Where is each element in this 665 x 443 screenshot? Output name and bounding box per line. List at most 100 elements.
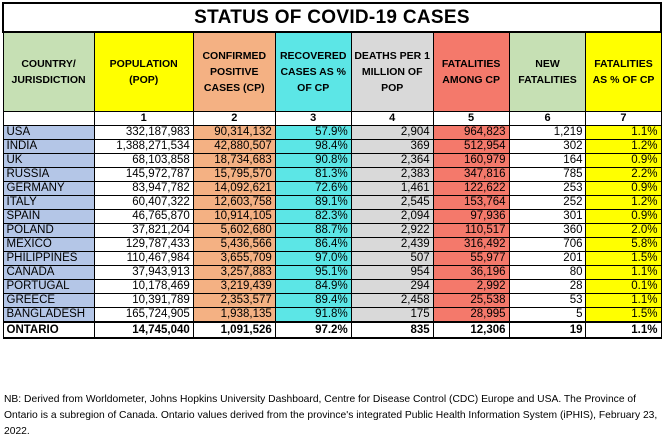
cell-fatalities: 347,816 xyxy=(432,167,510,182)
cell-country: BANGLADESH xyxy=(2,307,95,323)
cell-deaths-per-million: 369 xyxy=(350,139,434,154)
cell-deaths-per-million: 294 xyxy=(350,279,434,294)
cell-new-fatalities: 1,219 xyxy=(508,125,587,140)
cell-confirmed-cases: 2,353,577 xyxy=(192,293,276,308)
cell-new-fatalities: 5 xyxy=(508,307,587,323)
cell-confirmed-cases: 3,257,883 xyxy=(192,265,276,280)
cell-new-fatalities: 252 xyxy=(508,195,587,210)
cell-country: PORTUGAL xyxy=(2,279,95,294)
cell-population: 110,467,984 xyxy=(93,251,194,266)
table-row: USA 332,187,983 90,314,132 57.9% 2,904 964,82… xyxy=(2,125,662,140)
cell-confirmed-cases: 12,603,758 xyxy=(192,195,276,210)
table-row: ITALY 60,407,322 12,603,758 89.1% 2,545 153,7… xyxy=(2,195,662,210)
cell-confirmed-cases: 42,880,507 xyxy=(192,139,276,154)
cell-new-fatalities: 360 xyxy=(508,223,587,238)
cell-population: 129,787,433 xyxy=(93,237,194,252)
cell-country: INDIA xyxy=(2,139,95,154)
cell-new-fatalities: 706 xyxy=(508,237,587,252)
cell-fatalities: 25,538 xyxy=(432,293,510,308)
cell-recovered-pct: 72.6% xyxy=(274,181,352,196)
cell-fatality-pct: 1.2% xyxy=(585,195,662,210)
cell-fatality-pct: 2.0% xyxy=(585,223,662,238)
header-population: POPULATION (POP) xyxy=(93,31,194,112)
cell-population: 10,178,469 xyxy=(93,279,194,294)
cell-confirmed-cases: 18,734,683 xyxy=(192,153,276,168)
column-number-fatalities: 5 xyxy=(432,111,510,126)
column-number-population: 1 xyxy=(93,111,194,126)
cell-recovered-pct: 84.9% xyxy=(274,279,352,294)
column-number-deaths-per-million: 4 xyxy=(350,111,434,126)
cell-fatality-pct: 0.9% xyxy=(585,153,662,168)
cell-population: 83,947,782 xyxy=(93,181,194,196)
cell-population: 165,724,905 xyxy=(93,307,194,323)
table-row: SPAIN 46,765,870 10,914,105 82.3% 2,094 97,93… xyxy=(2,209,662,224)
cell-population: 332,187,983 xyxy=(93,125,194,140)
column-number-country xyxy=(2,111,95,126)
cell-fatalities: 12,306 xyxy=(432,321,510,339)
column-number-new-fatalities: 6 xyxy=(508,111,587,126)
column-number-recovered-pct: 3 xyxy=(274,111,352,126)
cell-fatalities: 97,936 xyxy=(432,209,510,224)
cell-fatalities: 55,977 xyxy=(432,251,510,266)
cell-population: 1,388,271,534 xyxy=(93,139,194,154)
cell-population: 37,821,204 xyxy=(93,223,194,238)
cell-deaths-per-million: 2,364 xyxy=(350,153,434,168)
cell-recovered-pct: 95.1% xyxy=(274,265,352,280)
cell-country: RUSSIA xyxy=(2,167,95,182)
cell-confirmed-cases: 10,914,105 xyxy=(192,209,276,224)
cell-country: MEXICO xyxy=(2,237,95,252)
cell-recovered-pct: 98.4% xyxy=(274,139,352,154)
cell-deaths-per-million: 2,904 xyxy=(350,125,434,140)
cell-fatalities: 512,954 xyxy=(432,139,510,154)
column-number-confirmed-cases: 2 xyxy=(192,111,276,126)
cell-country: PHILIPPINES xyxy=(2,251,95,266)
covid-status-panel: STATUS OF COVID-19 CASES COUNTRY/ JURISD… xyxy=(2,2,662,339)
table-row: GERMANY 83,947,782 14,092,621 72.6% 1,461 122… xyxy=(2,181,662,196)
cell-recovered-pct: 57.9% xyxy=(274,125,352,140)
cell-population: 68,103,858 xyxy=(93,153,194,168)
cell-country: GREECE xyxy=(2,293,95,308)
cell-population: 37,943,913 xyxy=(93,265,194,280)
cell-recovered-pct: 88.7% xyxy=(274,223,352,238)
header-recovered-pct: RECOVERED CASES AS % OF CP xyxy=(274,31,352,112)
cell-confirmed-cases: 1,091,526 xyxy=(192,321,276,339)
cell-fatalities: 110,517 xyxy=(432,223,510,238)
cell-country: UK xyxy=(2,153,95,168)
header-deaths-per-million: DEATHS PER 1 MILLION OF POP xyxy=(350,31,434,112)
cell-fatalities: 28,995 xyxy=(432,307,510,323)
cell-recovered-pct: 81.3% xyxy=(274,167,352,182)
cell-new-fatalities: 53 xyxy=(508,293,587,308)
cell-fatality-pct: 1.1% xyxy=(585,293,662,308)
cell-recovered-pct: 97.0% xyxy=(274,251,352,266)
cell-new-fatalities: 253 xyxy=(508,181,587,196)
cell-country: ITALY xyxy=(2,195,95,210)
cell-deaths-per-million: 175 xyxy=(350,307,434,323)
cell-recovered-pct: 86.4% xyxy=(274,237,352,252)
cell-fatalities: 316,492 xyxy=(432,237,510,252)
cell-country: USA xyxy=(2,125,95,140)
table-row: MEXICO 129,787,433 5,436,566 86.4% 2,439 316,… xyxy=(2,237,662,252)
cell-fatality-pct: 1.5% xyxy=(585,307,662,323)
cell-confirmed-cases: 90,314,132 xyxy=(192,125,276,140)
cell-recovered-pct: 89.4% xyxy=(274,293,352,308)
cell-fatality-pct: 1.5% xyxy=(585,251,662,266)
cell-country: SPAIN xyxy=(2,209,95,224)
cell-confirmed-cases: 1,938,135 xyxy=(192,307,276,323)
table-row: PORTUGAL 10,178,469 3,219,439 84.9% 294 2,992… xyxy=(2,279,662,294)
cell-deaths-per-million: 2,383 xyxy=(350,167,434,182)
cell-recovered-pct: 90.8% xyxy=(274,153,352,168)
total-row: ONTARIO 14,745,040 1,091,526 97.2% 835 12,306… xyxy=(2,321,662,339)
cell-country: CANADA xyxy=(2,265,95,280)
header-country: COUNTRY/ JURISDICTION xyxy=(2,31,95,112)
header-fatalities: FATALITIES AMONG CP xyxy=(432,31,510,112)
header-row: COUNTRY/ JURISDICTION POPULATION (POP) CON… xyxy=(2,31,662,112)
cell-country: POLAND xyxy=(2,223,95,238)
cell-recovered-pct: 97.2% xyxy=(274,321,352,339)
table-row: GREECE 10,391,789 2,353,577 89.4% 2,458 25,53… xyxy=(2,293,662,308)
cell-deaths-per-million: 2,439 xyxy=(350,237,434,252)
cell-fatality-pct: 1.1% xyxy=(585,265,662,280)
table-row: PHILIPPINES 110,467,984 3,655,709 97.0% 507 5… xyxy=(2,251,662,266)
cell-fatalities: 122,622 xyxy=(432,181,510,196)
table-row: RUSSIA 145,972,787 15,795,570 81.3% 2,383 347… xyxy=(2,167,662,182)
cell-deaths-per-million: 2,545 xyxy=(350,195,434,210)
